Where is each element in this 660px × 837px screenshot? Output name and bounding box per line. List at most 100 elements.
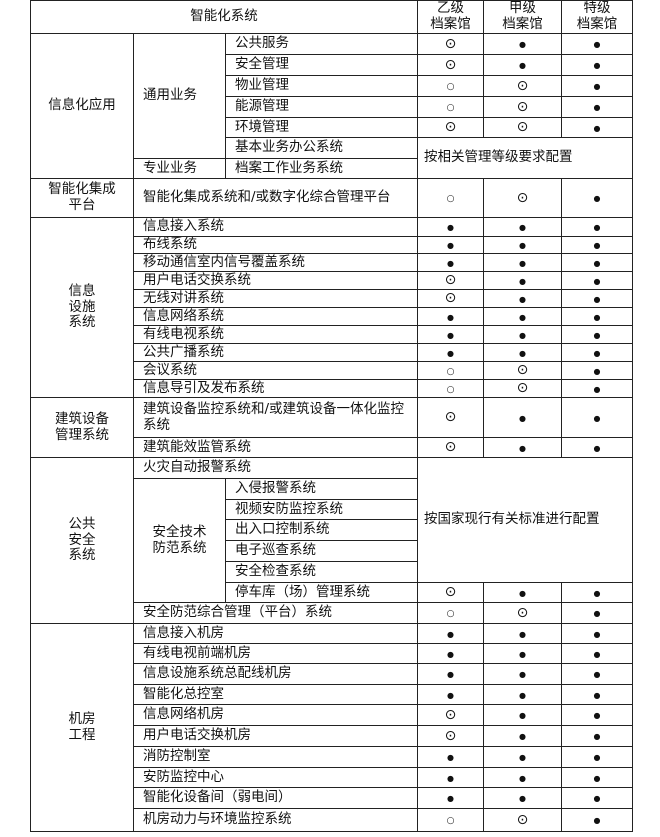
level-cell: ● (561, 75, 634, 97)
level-cell: ● (561, 253, 634, 272)
level-symbol: ● (593, 609, 601, 619)
subgroup-label: 安全技术 防范系统 (133, 478, 226, 603)
level-cell: ● (483, 582, 563, 603)
level-symbol: ⊙ (516, 811, 529, 828)
table-row: 安全检查系统 (31, 561, 633, 583)
level-symbol: ○ (446, 194, 455, 205)
table-row: 信息 设施 系统 信息接入系统 ● ● ● (30, 217, 634, 398)
level-symbol: ⊙ (444, 290, 457, 307)
system-name: 会议系统 (132, 361, 419, 380)
level-symbol: ● (593, 276, 601, 286)
table-row: 停车库（场）管理系统 ⊙ ● ● (31, 582, 634, 603)
config-note: 按相关管理等级要求配置 (417, 137, 634, 179)
table-row: 移动通信室内信号覆盖系统 ● ● ● (31, 253, 634, 272)
system-name: 信息设施系统总配线机房 (132, 663, 419, 685)
section-label: 信息 设施 系统 (30, 217, 134, 398)
level-symbol: ● (519, 443, 526, 453)
system-name: 公共服务 (224, 33, 419, 55)
level-cell: ● (561, 271, 634, 290)
level-symbol: ● (519, 312, 526, 322)
level-cell: ● (561, 325, 634, 344)
level-cell: ● (483, 307, 563, 326)
level-symbol: ● (593, 732, 601, 742)
level-cell: ● (561, 808, 634, 832)
level-symbol: ⊙ (516, 119, 529, 136)
table-row: 信息化应用 通用业务 公共服务 ⊙ ● ● (30, 33, 634, 179)
level-symbol: ● (593, 816, 601, 826)
table-row: 智能化总控室 ● ● ● (31, 684, 634, 705)
level-cell: ● (483, 54, 563, 76)
system-name: 智能化总控室 (132, 684, 419, 705)
level-cell: ● (483, 253, 563, 272)
level-symbol: ● (593, 330, 601, 340)
system-name: 出入口控制系统 (224, 519, 419, 541)
level-cell: ○ (417, 602, 485, 624)
level-cell: ● (561, 663, 634, 685)
level-symbol: ● (593, 294, 601, 304)
level-cell: ⊙ (483, 96, 563, 118)
level-cell: ⊙ (417, 289, 485, 308)
system-name: 无线对讲系统 (132, 289, 419, 308)
level-cell: ⊙ (417, 437, 485, 458)
level-cell: ● (561, 746, 634, 768)
level-cell: ● (561, 289, 634, 308)
level-cell: ● (561, 217, 634, 237)
level-symbol: ● (447, 690, 454, 700)
level-cell: ● (561, 582, 634, 603)
level-symbol: ⊙ (444, 119, 457, 136)
level-symbol: ● (519, 753, 526, 763)
level-cell: ● (483, 437, 563, 458)
subgroup-label: 通用业务 (133, 33, 226, 159)
level-symbol: ● (519, 40, 526, 50)
table-row: 公共 安全 系统 火灾自动报警系统 按国家现行有关标准进行配置 (30, 457, 634, 624)
header-level-1: 甲级 档案馆 (483, 0, 563, 34)
level-cell: ● (561, 54, 634, 76)
level-symbol: ● (519, 241, 526, 251)
level-cell: ● (483, 767, 563, 788)
level-symbol: ● (447, 670, 454, 680)
system-name: 物业管理 (224, 75, 419, 97)
section-label: 智能化集成 平台 (30, 178, 134, 218)
level-symbol: ⊙ (444, 706, 457, 723)
level-symbol: ● (447, 629, 454, 639)
system-name: 有线电视系统 (132, 325, 419, 344)
level-symbol: ● (593, 61, 601, 71)
level-cell: ⊙ (417, 582, 485, 603)
level-cell: ● (561, 343, 634, 362)
level-cell: ● (483, 217, 563, 237)
level-cell: ● (561, 117, 634, 138)
table-row: 安全管理 ⊙ ● ● (31, 54, 634, 76)
table-row: 有线电视前端机房 ● ● ● (31, 643, 634, 664)
level-cell: ⊙ (483, 178, 563, 218)
level-cell: ● (417, 684, 485, 705)
level-symbol: ○ (446, 366, 455, 377)
level-cell: ● (561, 236, 634, 254)
system-name: 移动通信室内信号覆盖系统 (132, 253, 419, 272)
header-system: 智能化系统 (29, 0, 419, 34)
level-symbol: ● (447, 241, 454, 251)
level-symbol: ● (593, 348, 601, 358)
level-symbol: ● (593, 649, 601, 659)
level-cell: ● (483, 325, 563, 344)
header-row: 智能化系统 乙级 档案馆 甲级 档案馆 特级 档案馆 (29, 0, 634, 34)
level-symbol: ⊙ (516, 98, 529, 115)
level-cell: ● (561, 361, 634, 380)
system-name: 基本业务办公系统 (224, 137, 419, 159)
level-symbol: ⊙ (444, 727, 457, 744)
level-symbol: ○ (446, 609, 455, 620)
system-name: 机房动力与环境监控系统 (132, 808, 419, 832)
system-name: 有线电视前端机房 (132, 643, 419, 664)
intelligent-system-config-table: 智能化系统 乙级 档案馆 甲级 档案馆 特级 档案馆 信息化应用 通用业务 公共服务 ⊙ ● ● 安… (29, 0, 634, 832)
level-cell: ⊙ (417, 117, 485, 138)
level-symbol: ● (447, 794, 454, 804)
level-symbol: ● (593, 588, 601, 598)
level-cell: ● (561, 684, 634, 705)
level-cell: ● (561, 379, 634, 398)
level-cell: ● (483, 663, 563, 685)
level-symbol: ● (519, 413, 526, 423)
level-cell: ● (561, 643, 634, 664)
level-symbol: ● (519, 258, 526, 268)
system-name: 视频安防监控系统 (224, 499, 419, 520)
level-symbol: ⊙ (444, 439, 457, 456)
table-row: 机房 工程 信息接入机房 ● ● ● (30, 623, 634, 832)
